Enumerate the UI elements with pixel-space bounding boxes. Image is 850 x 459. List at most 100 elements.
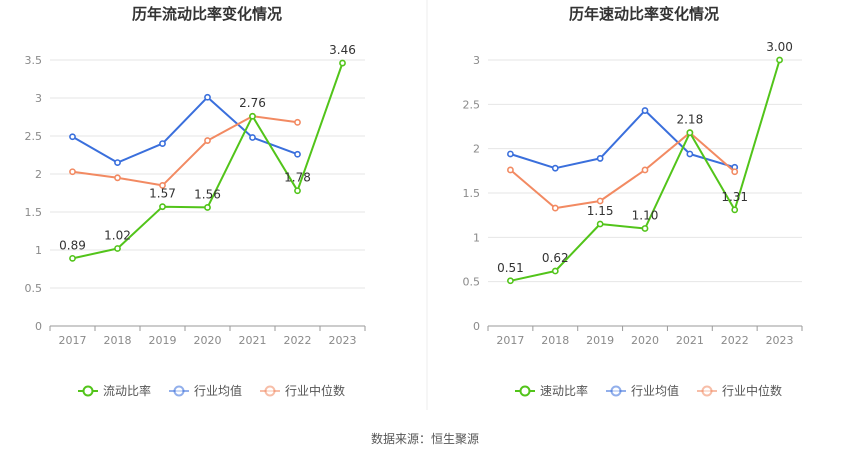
series-line-2 bbox=[510, 109, 735, 170]
source-caption: 数据来源：恒生聚源 bbox=[370, 432, 479, 446]
data-point bbox=[114, 159, 121, 166]
data-label: 2.18 bbox=[676, 113, 703, 127]
data-point bbox=[551, 204, 559, 212]
x-tick-label: 2022 bbox=[284, 334, 312, 347]
legend-label: 行业中位数 bbox=[285, 383, 345, 398]
x-tick-label: 2019 bbox=[586, 334, 614, 347]
x-tick-label: 2022 bbox=[721, 334, 749, 347]
data-point bbox=[507, 166, 514, 174]
data-point bbox=[69, 133, 76, 141]
legend-label: 行业均值 bbox=[631, 383, 679, 398]
data-label: 1.15 bbox=[587, 204, 614, 218]
x-tick-label: 2021 bbox=[239, 334, 267, 347]
data-label: 2.76 bbox=[239, 96, 266, 110]
data-label: 1.02 bbox=[104, 228, 131, 242]
x-tick-label: 2020 bbox=[631, 334, 659, 347]
y-tick-label: 0.5 bbox=[463, 276, 481, 289]
legend-swatch-marker bbox=[701, 385, 713, 397]
x-tick-label: 2018 bbox=[541, 334, 569, 347]
series-line-3 bbox=[72, 115, 298, 187]
legend-item: 行业均值 bbox=[169, 383, 242, 398]
x-tick-label: 2017 bbox=[59, 334, 87, 347]
legend-item: 流动比率 bbox=[78, 383, 151, 398]
chart-title: 历年速动比率变化情况 bbox=[569, 5, 719, 23]
data-point bbox=[641, 166, 649, 174]
legend-label: 行业中位数 bbox=[722, 383, 782, 398]
data-point bbox=[596, 197, 604, 205]
y-tick-label: 2.5 bbox=[463, 98, 481, 111]
legend-swatch-marker bbox=[264, 385, 276, 397]
data-point bbox=[114, 174, 121, 182]
x-tick-label: 2023 bbox=[329, 334, 357, 347]
legend-item: 行业中位数 bbox=[697, 383, 782, 398]
y-tick-label: 1.5 bbox=[25, 206, 43, 219]
data-label: 1.56 bbox=[194, 187, 221, 201]
legend-item: 行业均值 bbox=[606, 383, 679, 398]
data-point bbox=[204, 137, 211, 144]
data-point bbox=[159, 203, 166, 211]
data-point bbox=[731, 206, 739, 214]
data-point bbox=[596, 220, 604, 228]
y-tick-label: 3.5 bbox=[25, 54, 43, 67]
data-label: 1.31 bbox=[721, 190, 748, 204]
data-label: 3.46 bbox=[329, 43, 356, 57]
data-point bbox=[686, 129, 694, 137]
data-point bbox=[596, 155, 604, 162]
data-point bbox=[294, 150, 301, 158]
x-tick-label: 2018 bbox=[104, 334, 132, 347]
data-point bbox=[641, 107, 649, 114]
series-line-2 bbox=[72, 96, 298, 164]
legend-label: 流动比率 bbox=[103, 383, 151, 398]
data-point bbox=[731, 168, 739, 176]
data-point bbox=[339, 59, 346, 67]
y-tick-label: 0 bbox=[473, 320, 480, 333]
data-label: 1.10 bbox=[632, 208, 659, 222]
data-point bbox=[249, 112, 256, 120]
data-label: 0.51 bbox=[497, 261, 524, 275]
data-point bbox=[507, 277, 514, 285]
legend-swatch-marker bbox=[173, 385, 185, 397]
legend-label: 速动比率 bbox=[540, 383, 588, 398]
data-label: 3.00 bbox=[766, 40, 793, 54]
chart-1: 历年流动比率变化情况 0 0.5 1 1.5 2 2.5 3 3.5 2017 2018 2019 20… bbox=[25, 5, 366, 398]
data-point bbox=[551, 164, 559, 172]
data-point bbox=[204, 204, 211, 211]
y-tick-label: 3 bbox=[35, 92, 42, 105]
x-tick-label: 2019 bbox=[149, 334, 177, 347]
data-label: 1.57 bbox=[149, 187, 176, 201]
legend-swatch-marker bbox=[82, 385, 94, 397]
data-point bbox=[294, 118, 301, 126]
y-tick-label: 3 bbox=[473, 54, 480, 67]
y-tick-label: 1 bbox=[35, 244, 42, 257]
chart-title: 历年流动比率变化情况 bbox=[132, 5, 282, 23]
x-tick-label: 2023 bbox=[766, 334, 794, 347]
data-point bbox=[159, 140, 166, 147]
data-point bbox=[686, 150, 694, 158]
y-tick-label: 1.5 bbox=[463, 187, 481, 200]
y-tick-label: 2 bbox=[473, 143, 480, 156]
legend-swatch-marker bbox=[519, 385, 531, 397]
y-tick-label: 0.5 bbox=[25, 282, 43, 295]
data-label: 0.89 bbox=[59, 238, 86, 252]
legend-swatch-marker bbox=[610, 385, 622, 397]
data-point bbox=[551, 267, 559, 275]
data-point bbox=[641, 225, 649, 232]
y-tick-label: 2.5 bbox=[25, 130, 43, 143]
data-point bbox=[507, 150, 514, 158]
y-tick-label: 2 bbox=[35, 168, 42, 181]
x-tick-label: 2020 bbox=[194, 334, 222, 347]
data-point bbox=[294, 187, 301, 195]
data-point bbox=[776, 56, 783, 64]
legend-item: 速动比率 bbox=[515, 383, 588, 398]
data-point bbox=[249, 134, 256, 141]
legend-label: 行业均值 bbox=[194, 383, 242, 398]
data-point bbox=[69, 254, 76, 262]
y-tick-label: 1 bbox=[473, 231, 480, 244]
data-point bbox=[114, 245, 121, 252]
y-tick-label: 0 bbox=[35, 320, 42, 333]
x-tick-label: 2017 bbox=[496, 334, 524, 347]
x-tick-label: 2021 bbox=[676, 334, 704, 347]
series-line-3 bbox=[509, 131, 736, 210]
